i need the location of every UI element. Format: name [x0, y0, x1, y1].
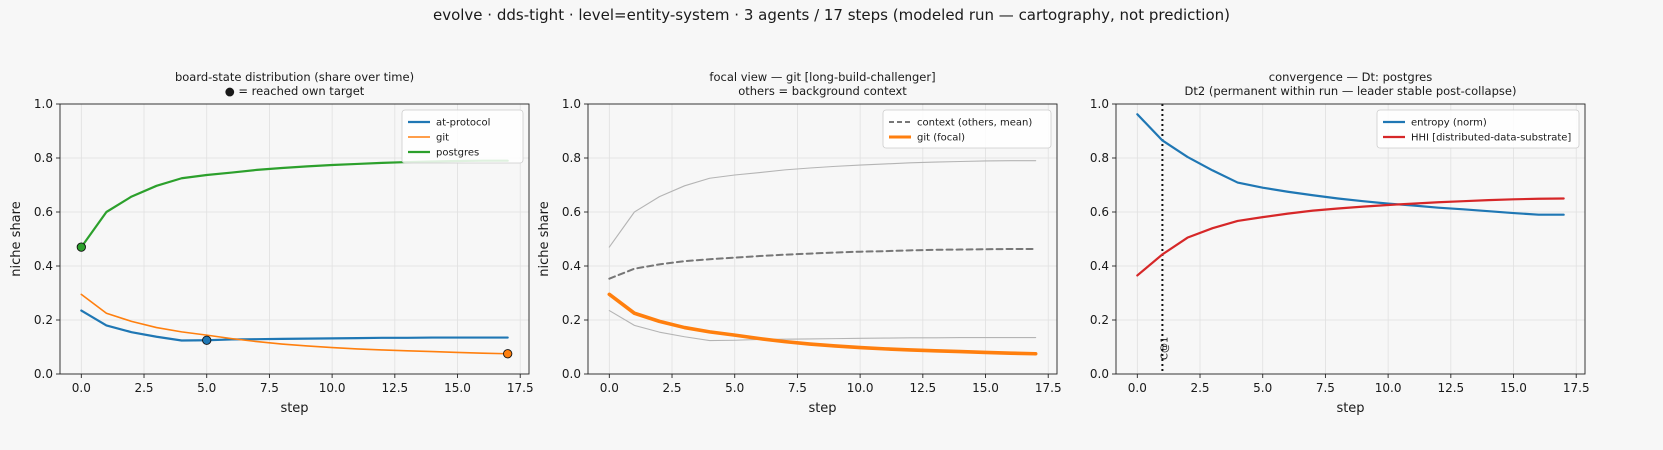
y-tick-label: 0.8 — [1090, 151, 1109, 165]
series-line-background-0 — [608, 160, 1037, 248]
legend: entropy (norm) HHI [distributed-data-subs… — [1376, 109, 1580, 149]
x-tick-label: 0.0 — [72, 381, 91, 395]
x-tick-label: 10.0 — [319, 381, 346, 395]
y-tick-label: 0.2 — [1090, 313, 1109, 327]
series-line-background-1 — [608, 309, 1037, 342]
y-tick-label: 0.6 — [562, 205, 581, 219]
x-tick-label: 15.0 — [1500, 381, 1527, 395]
y-tick-label: 1.0 — [562, 97, 581, 111]
chart-panel-1: 0.0 2.5 5.0 7.5 10.0 12.5 15.0 17.5 0.0 0.2 0.4 0.6… — [9, 70, 534, 416]
chart-title-line: focal view — git [long-build-challenger] — [709, 70, 935, 84]
x-tick-label: 5.0 — [197, 381, 216, 395]
chart-title-line: Dt2 (permanent within run — leader stabl… — [1185, 84, 1517, 98]
legend-entry-label: postgres — [436, 148, 479, 159]
x-tick-label: 10.0 — [1375, 381, 1402, 395]
legend-box — [1376, 109, 1580, 149]
x-tick-label: 0.0 — [600, 381, 619, 395]
legend-box — [882, 109, 1052, 149]
chart-panel-2: 0.0 2.5 5.0 7.5 10.0 12.5 15.0 17.5 0.0 0.2 0.4 0.6… — [537, 70, 1062, 416]
y-tick-label: 1.0 — [34, 97, 53, 111]
legend-entry-label: HHI [distributed-data-substrate] — [1411, 133, 1571, 144]
x-tick-label: 12.5 — [1437, 381, 1464, 395]
y-axis-label: niche share — [9, 201, 24, 276]
target-marker — [202, 335, 212, 345]
legend-entry-label: entropy (norm) — [1411, 118, 1487, 129]
legend-entry-label: context (others, mean) — [917, 118, 1032, 129]
legend-entry-label: git — [436, 133, 449, 144]
x-tick-label: 12.5 — [381, 381, 408, 395]
target-marker — [76, 242, 86, 252]
x-tick-label: 17.5 — [1563, 381, 1590, 395]
x-axis-label: step — [280, 401, 308, 416]
plot-area — [1116, 104, 1585, 374]
legend-box — [401, 109, 524, 164]
axes-frame — [587, 103, 1058, 375]
x-tick-label: 10.0 — [847, 381, 874, 395]
y-tick-label: 0.2 — [562, 313, 581, 327]
x-tick-label: 17.5 — [1035, 381, 1062, 395]
series-line-at-protocol — [80, 309, 509, 342]
x-tick-label: 2.5 — [662, 381, 681, 395]
y-tick-label: 1.0 — [1090, 97, 1109, 111]
series-line-context-others-mean- — [608, 247, 1037, 280]
x-tick-label: 0.0 — [1128, 381, 1147, 395]
y-tick-label: 0.0 — [34, 367, 53, 381]
y-tick-label: 0.8 — [562, 151, 581, 165]
plot-area — [588, 104, 1057, 374]
x-tick-label: 15.0 — [444, 381, 471, 395]
x-tick-label: 7.5 — [788, 381, 807, 395]
series-line-hhi-distributed-data-substrate- — [1136, 197, 1565, 277]
chart-title-line: convergence — Dt: postgres — [1269, 70, 1433, 84]
x-tick-label: 7.5 — [1316, 381, 1335, 395]
x-tick-label: 7.5 — [260, 381, 279, 395]
axes-frame — [59, 103, 530, 375]
y-tick-label: 0.6 — [1090, 205, 1109, 219]
axes-frame — [1115, 103, 1586, 375]
y-tick-label: 0.4 — [34, 259, 53, 273]
y-tick-label: 0.6 — [34, 205, 53, 219]
x-axis-label: step — [1336, 401, 1364, 416]
x-tick-label: 2.5 — [134, 381, 153, 395]
legend: context (others, mean) git (focal) — [882, 109, 1052, 149]
y-tick-label: 0.0 — [1090, 367, 1109, 381]
y-axis-label: niche share — [537, 201, 552, 276]
x-tick-label: 5.0 — [725, 381, 744, 395]
y-tick-label: 0.0 — [562, 367, 581, 381]
target-marker — [503, 349, 513, 359]
collapse-vline-label: C@1 — [1159, 337, 1170, 360]
chart-panel-3: C@1 0.0 2.5 5.0 7.5 10.0 12.5 15.0 17.5 0.0 0.2 0.4… — [1090, 70, 1590, 416]
legend-entry-label: at-protocol — [436, 118, 490, 129]
y-tick-label: 0.4 — [562, 259, 581, 273]
series-line-git-focal- — [607, 292, 1038, 356]
chart-title-line: ● = reached own target — [225, 84, 365, 98]
chart-title-line: others = background context — [738, 84, 907, 98]
y-tick-label: 0.8 — [34, 151, 53, 165]
y-tick-label: 0.4 — [1090, 259, 1109, 273]
x-tick-label: 12.5 — [909, 381, 936, 395]
x-tick-label: 15.0 — [972, 381, 999, 395]
y-tick-label: 0.2 — [34, 313, 53, 327]
x-axis-label: step — [808, 401, 836, 416]
figure-suptitle: evolve · dds-tight · level=entity-system… — [432, 6, 1230, 24]
legend: at-protocol git postgres — [401, 109, 524, 164]
chart-title-line: board-state distribution (share over tim… — [175, 70, 414, 84]
x-tick-label: 5.0 — [1253, 381, 1272, 395]
series-line-entropy-norm- — [1136, 113, 1565, 216]
x-tick-label: 2.5 — [1190, 381, 1209, 395]
series-line-git — [80, 293, 509, 355]
x-tick-label: 17.5 — [507, 381, 534, 395]
legend-entry-label: git (focal) — [917, 133, 965, 144]
